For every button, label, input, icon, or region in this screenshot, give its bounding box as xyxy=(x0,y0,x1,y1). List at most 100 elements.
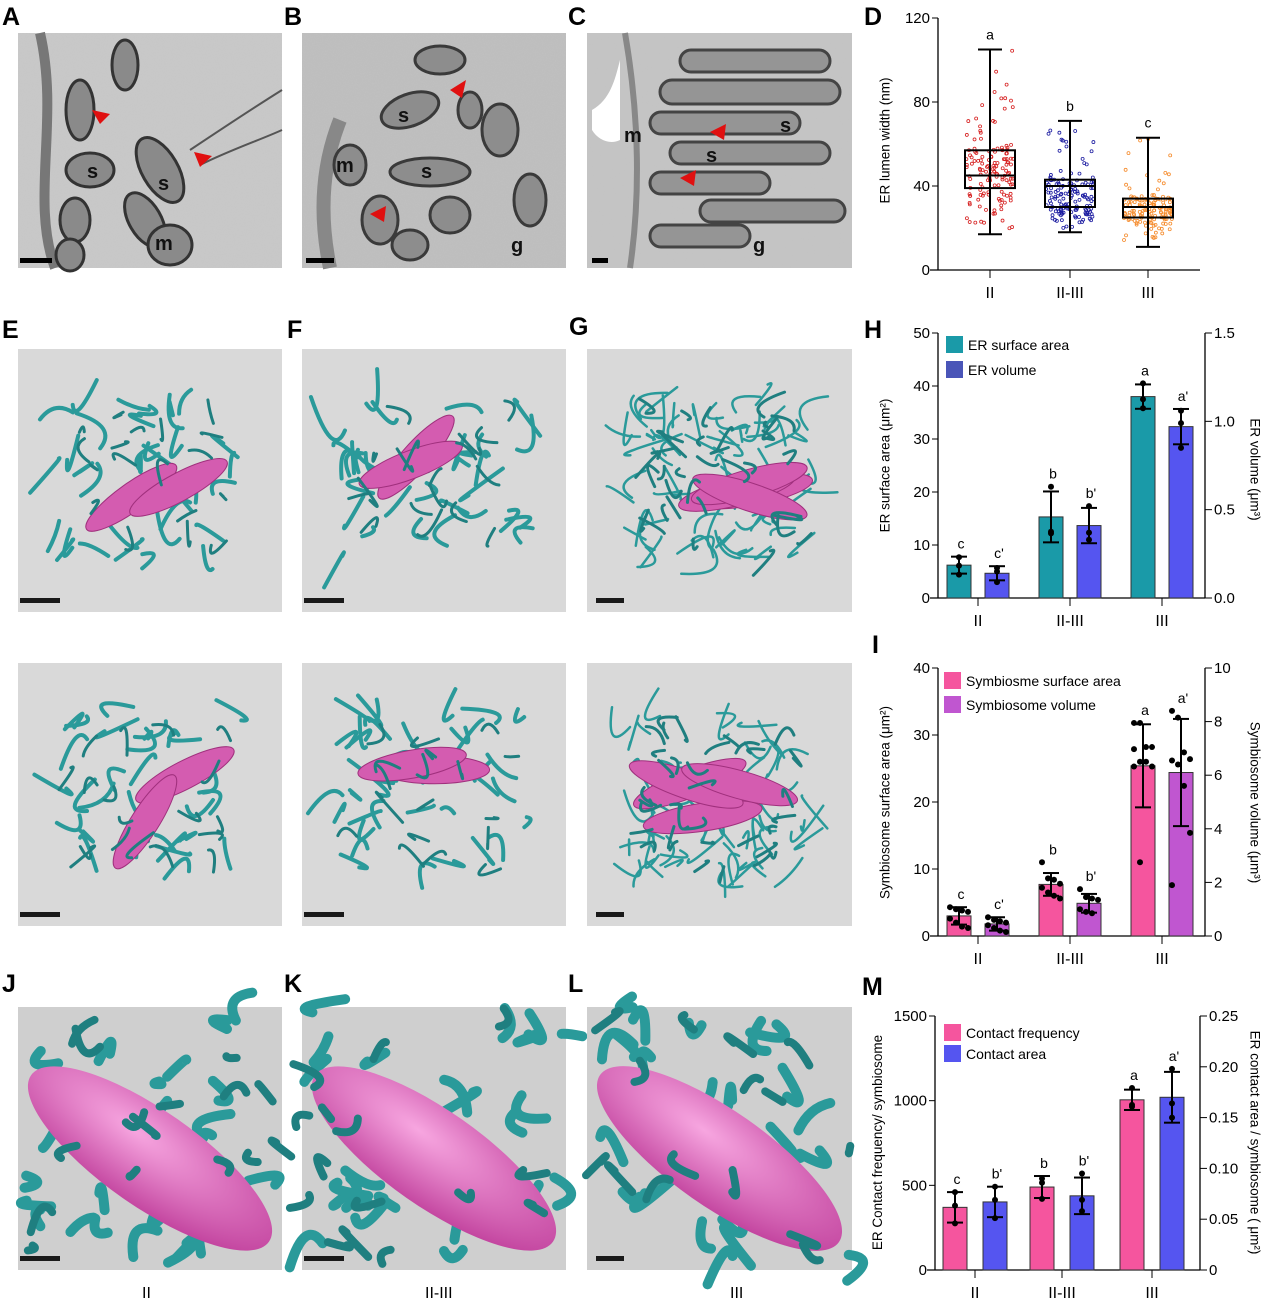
er-tubule xyxy=(94,717,140,740)
er-tubule xyxy=(422,849,448,865)
y2-axis-title-h: ER volume (μm³) xyxy=(1247,418,1263,521)
render-e-bottom xyxy=(18,663,282,926)
scale-bar xyxy=(20,258,52,263)
er-tubule xyxy=(609,705,632,739)
er-tubule xyxy=(456,717,485,752)
er-tubule xyxy=(374,790,405,824)
render-g-top xyxy=(587,349,852,612)
er-tubule xyxy=(646,463,660,489)
er-tubule xyxy=(660,432,683,457)
symbiosome-render xyxy=(681,763,799,807)
er-tubule xyxy=(62,711,85,732)
symbiosome-render xyxy=(692,473,808,521)
symbiosome-label: s xyxy=(398,105,409,127)
scale-bar xyxy=(304,912,344,917)
er-tubule xyxy=(638,516,666,535)
er-tubule xyxy=(800,794,829,830)
er-tubule xyxy=(99,701,136,718)
er-tubule xyxy=(154,504,182,547)
y-axis-title-d: ER lumen width (nm) xyxy=(877,77,893,204)
er-tubule xyxy=(125,831,155,860)
er-tubule xyxy=(757,719,784,757)
er-tubule xyxy=(659,849,689,859)
panel-label-f: F xyxy=(287,316,303,344)
er-tubule xyxy=(723,1081,738,1111)
scale-bar xyxy=(20,598,60,603)
er-tubule xyxy=(148,844,175,869)
er-tubule xyxy=(449,725,471,745)
er-tubule xyxy=(475,426,499,445)
er-tubule xyxy=(332,1114,362,1137)
er-tubule xyxy=(457,432,482,456)
er-tubule xyxy=(155,1099,184,1111)
er-tubule xyxy=(77,828,96,844)
er-tubule xyxy=(136,453,143,474)
er-tubule xyxy=(753,545,773,561)
stage-label-j: II xyxy=(142,1285,151,1302)
er-tubule xyxy=(752,846,764,870)
er-tubule xyxy=(604,424,642,438)
er-tubule xyxy=(634,451,662,479)
er-tubule xyxy=(582,1152,610,1180)
er-tubule xyxy=(754,382,773,407)
er-tubule xyxy=(484,816,500,821)
er-tubule xyxy=(704,740,731,755)
er-tubule xyxy=(787,431,808,443)
er-tubule xyxy=(155,458,169,487)
er-tubule xyxy=(444,402,484,415)
arrowhead-icon xyxy=(450,80,466,98)
micrograph-a: s s m xyxy=(18,31,283,273)
er-tubule xyxy=(637,397,656,415)
scale-bar xyxy=(596,912,624,917)
y2-axis-title-i: Symbiosome volume (μm³) xyxy=(1247,721,1263,884)
er-tubule xyxy=(356,476,379,508)
er-tubule xyxy=(634,508,654,547)
panel-label-m: M xyxy=(862,973,883,1001)
stage-label-k: II-III xyxy=(425,1285,453,1302)
er-tubule xyxy=(305,789,345,816)
er-tubule xyxy=(350,1196,391,1230)
er-tubule xyxy=(416,508,444,538)
er-tubule xyxy=(26,1202,57,1237)
panel-label-i: I xyxy=(872,631,879,659)
er-tubule xyxy=(742,461,757,475)
er-tubule xyxy=(666,825,676,850)
er-tubule xyxy=(639,840,657,852)
er-tubule xyxy=(643,687,662,722)
legend-label: Contact frequency xyxy=(966,1024,1080,1041)
er-tubule xyxy=(369,1038,390,1064)
er-tubule xyxy=(739,1073,765,1095)
er-tubule xyxy=(610,1028,642,1063)
er-tubule xyxy=(685,761,709,776)
legend-item: Contact area xyxy=(944,1045,1046,1062)
er-tubule xyxy=(549,1172,577,1211)
er-tubule xyxy=(242,1148,262,1167)
er-tubule xyxy=(105,520,140,551)
er-tubule xyxy=(154,833,177,854)
er-tubule xyxy=(57,765,75,792)
er-tubule xyxy=(660,503,669,522)
arrowhead-icon xyxy=(92,110,110,124)
er-tubule xyxy=(671,401,676,429)
er-tubule xyxy=(371,451,378,463)
er-tubule xyxy=(715,416,751,431)
er-tubule xyxy=(514,1166,551,1181)
y-axis-title-h: ER surface area (μm²) xyxy=(877,398,893,533)
er-tubule xyxy=(523,1198,549,1218)
er-tubule xyxy=(630,1056,650,1086)
arrowhead-icon xyxy=(710,124,726,140)
er-tubule xyxy=(206,398,215,425)
symbiosome-render xyxy=(27,1066,273,1251)
arrowhead-icon xyxy=(194,152,212,167)
er-tubule xyxy=(677,1011,698,1034)
er-tubule xyxy=(746,747,766,755)
er-tubule xyxy=(781,787,794,809)
er-tubule xyxy=(111,452,138,467)
er-tubule xyxy=(406,832,431,843)
er-tubule xyxy=(68,1015,99,1048)
er-tubule xyxy=(770,414,796,433)
er-tubule xyxy=(199,431,224,439)
er-tubule xyxy=(454,1188,476,1204)
er-tubule xyxy=(743,741,772,760)
er-tubule xyxy=(691,537,699,551)
